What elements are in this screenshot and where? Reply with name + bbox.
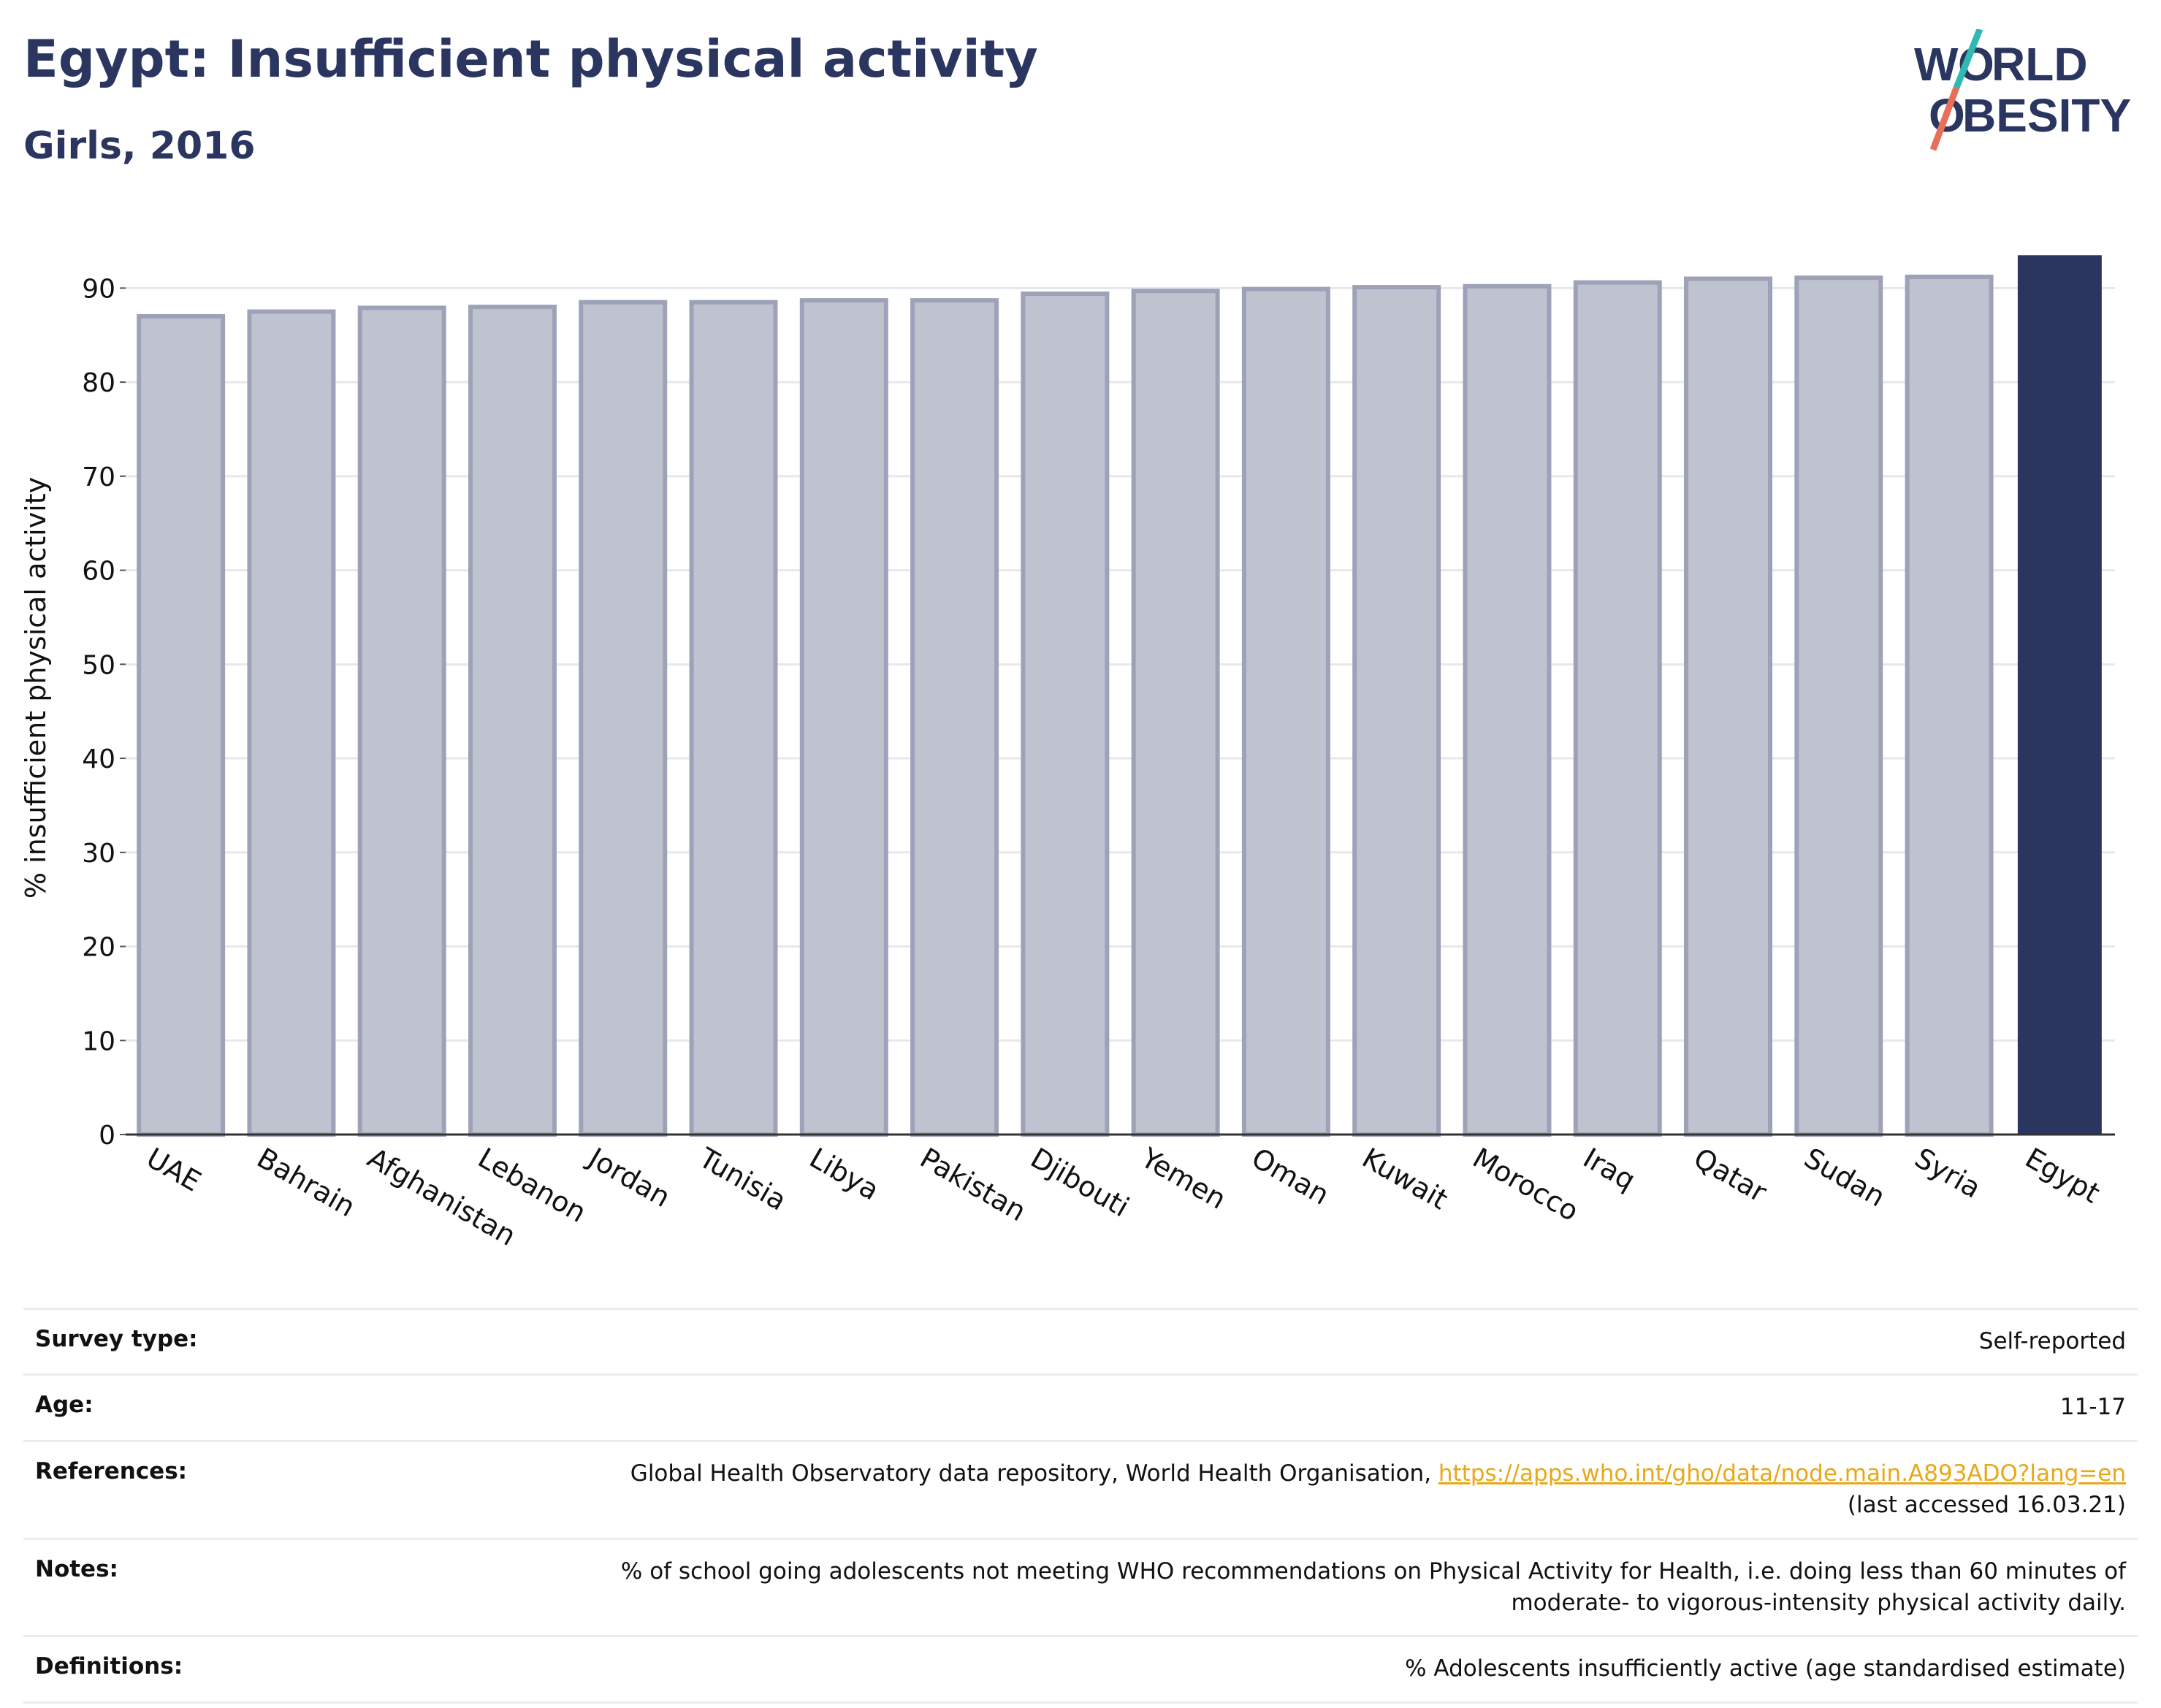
y-tick-label: 60: [82, 557, 115, 587]
x-tick-label: Bahrain: [251, 1142, 360, 1224]
notes-row: Notes: % of school going adolescents not…: [23, 1537, 2138, 1636]
svg-text:RLD: RLD: [1992, 38, 2088, 91]
x-tick-label: Sudan: [1799, 1142, 1891, 1213]
chart-subtitle: Girls, 2016: [23, 124, 256, 168]
age-value: 11-17: [2059, 1394, 2126, 1421]
definitions-value: % Adolescents insufficiently active (age…: [1405, 1655, 2126, 1682]
bar-pakistan: [910, 298, 999, 1137]
y-axis-label: % insufficient physical activity: [20, 477, 52, 899]
references-link[interactable]: https://apps.who.int/gho/data/node.main.…: [1438, 1460, 2126, 1487]
notes-label: Notes:: [35, 1555, 118, 1582]
y-tick-label: 90: [82, 274, 115, 304]
references-text: Global Health Observatory data repositor…: [630, 1460, 1432, 1487]
references-label: References:: [35, 1457, 188, 1484]
references-row: References: Global Health Observatory da…: [23, 1439, 2138, 1538]
definitions-label: Definitions:: [35, 1653, 183, 1680]
survey-type-row: Survey type: Self-reported: [23, 1308, 2138, 1373]
bar-jordan: [579, 300, 668, 1137]
bar-libya: [799, 298, 888, 1137]
age-row: Age: 11-17: [23, 1373, 2138, 1439]
y-tick-label: 50: [82, 650, 115, 680]
x-tick-label: Qatar: [1688, 1142, 1772, 1209]
x-tick-label: Pakistan: [915, 1142, 1032, 1228]
survey-type-label: Survey type:: [35, 1326, 198, 1352]
references-value: Global Health Observatory data repositor…: [630, 1458, 2126, 1522]
x-tick-label: Egypt: [2020, 1142, 2105, 1210]
bar-iraq: [1573, 280, 1662, 1137]
bar-sudan: [1794, 275, 1883, 1137]
svg-text:W: W: [1914, 38, 1959, 91]
info-table: Survey type: Self-reported Age: 11-17 Re…: [23, 1308, 2138, 1704]
x-tick-label: Yemen: [1135, 1141, 1232, 1216]
y-tick-label: 40: [82, 744, 115, 774]
x-tick-label: Tunisia: [693, 1141, 792, 1217]
x-tick-label: Oman: [1246, 1142, 1335, 1211]
bar-uae: [137, 313, 226, 1137]
bars: [137, 255, 2102, 1137]
bar-afghanistan: [357, 305, 446, 1137]
bar-yemen: [1131, 289, 1220, 1137]
bar-morocco: [1463, 283, 1552, 1137]
bar-oman: [1241, 286, 1330, 1137]
notes-line1: % of school going adolescents not meetin…: [620, 1558, 2126, 1585]
x-tick-label: UAE: [141, 1142, 206, 1198]
bar-djibouti: [1021, 291, 1110, 1137]
x-tick-label: Djibouti: [1025, 1142, 1135, 1224]
bar-egypt: [2017, 255, 2102, 1135]
x-tick-label: Kuwait: [1357, 1142, 1453, 1216]
y-tick-label: 70: [82, 462, 115, 492]
definitions-row: Definitions: % Adolescents insufficientl…: [23, 1635, 2138, 1704]
y-tick-label: 80: [82, 368, 115, 398]
x-tick-label: Syria: [1910, 1142, 1986, 1205]
x-tick-label: Libya: [804, 1142, 885, 1207]
bar-lebanon: [468, 305, 557, 1137]
age-label: Age:: [35, 1392, 94, 1419]
world-obesity-logo: W O RLD O BESITY: [1914, 29, 2131, 151]
chart-title: Egypt: Insufficient physical activity: [23, 29, 1038, 89]
notes-line2: moderate- to vigorous-intensity physical…: [1511, 1589, 2126, 1616]
y-tick-label: 0: [99, 1121, 115, 1151]
y-tick-label: 10: [82, 1026, 115, 1056]
references-accessed: (last accessed 16.03.21): [1847, 1492, 2126, 1519]
bar-qatar: [1684, 276, 1773, 1137]
x-tick-label: Jordan: [582, 1141, 676, 1214]
svg-text:BESITY: BESITY: [1962, 89, 2131, 142]
x-tick-label: Iraq: [1578, 1142, 1641, 1197]
y-tick-label: 20: [82, 933, 115, 963]
bar-bahrain: [247, 309, 336, 1137]
y-tick-label: 30: [82, 839, 115, 869]
bar-kuwait: [1352, 285, 1441, 1137]
x-tick-label: Morocco: [1467, 1142, 1584, 1228]
survey-type-value: Self-reported: [1978, 1328, 2126, 1354]
bar-syria: [1905, 274, 1994, 1137]
bar-tunisia: [689, 300, 778, 1137]
y-axis-ticks: 0 10 20 30 40 50 60 70 80 90: [82, 274, 126, 1151]
grid-lines: [126, 286, 2115, 1136]
notes-value: % of school going adolescents not meetin…: [621, 1556, 2126, 1620]
